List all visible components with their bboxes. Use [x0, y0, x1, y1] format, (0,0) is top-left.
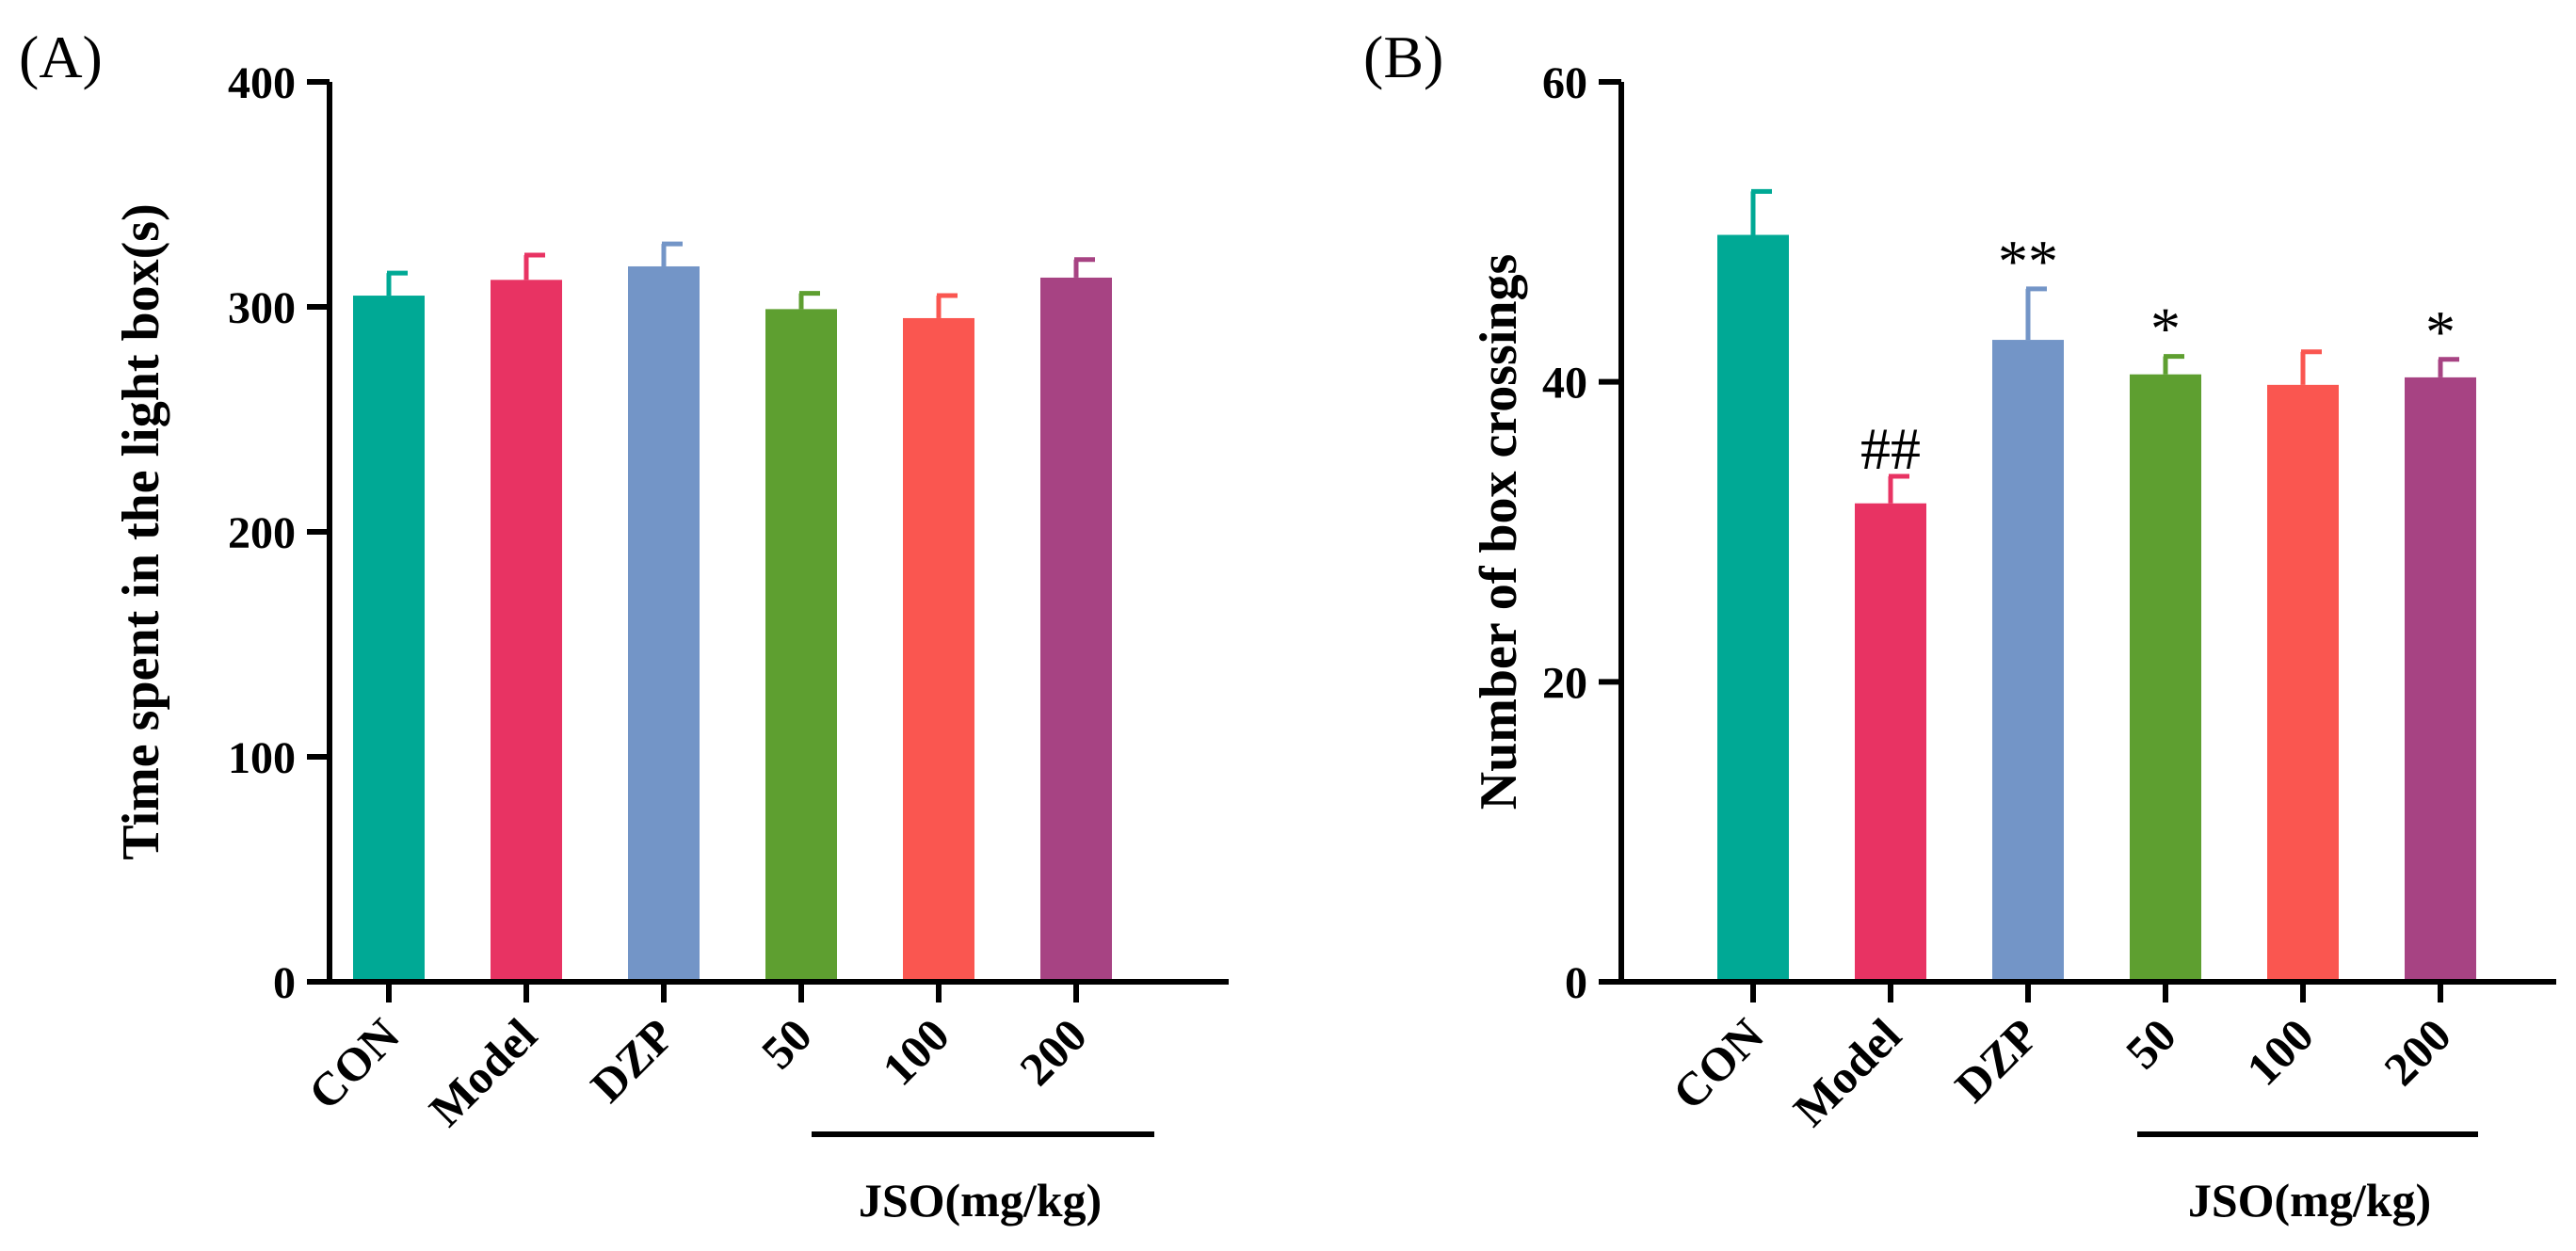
group-label: JSO(mg/kg)	[2188, 1174, 2431, 1227]
x-tick-label-0: CON	[1663, 1008, 1774, 1119]
x-tick-label-5: 200	[1009, 1008, 1097, 1096]
bar-3	[2130, 374, 2201, 982]
x-tick-label-2: DZP	[1944, 1008, 2048, 1112]
x-tick-label-1: Model	[1783, 1008, 1911, 1136]
panel-b-chart: (B)Number of box crossingsCON##Model**DZ…	[1363, 24, 2556, 1227]
y-axis-label: Time spent in the light box(s)	[112, 203, 170, 859]
significance-label-3: *	[2150, 296, 2181, 362]
bar-4	[2267, 384, 2339, 982]
x-tick-label-3: 50	[751, 1008, 822, 1079]
panel-a-chart: (A) Time spent in the light box(s) CON Mode…	[19, 24, 1229, 1227]
x-tick-label-5: 200	[2374, 1008, 2461, 1096]
y-tick-label-1: 100	[228, 733, 296, 783]
y-tick-label-1: 20	[1542, 658, 1587, 708]
significance-label-2: **	[1998, 228, 2058, 295]
y-tick-label-0: 0	[273, 958, 296, 1008]
y-axis-label: Number of box crossings	[1470, 254, 1528, 810]
y-tick-label-4: 400	[228, 58, 296, 108]
bar-1	[491, 280, 562, 982]
x-tick-label-3: 50	[2116, 1008, 2186, 1079]
bar-4	[903, 317, 974, 982]
panel-label: (B)	[1363, 24, 1443, 90]
bar-0	[1717, 234, 1789, 982]
bar-2	[628, 265, 700, 983]
y-tick-label-0: 0	[1565, 958, 1587, 1008]
significance-label-1: ##	[1860, 415, 1921, 482]
bar-5	[1040, 277, 1112, 982]
x-tick-label-0: CON	[298, 1008, 410, 1119]
x-tick-label-4: 100	[872, 1008, 959, 1096]
y-tick-label-2: 200	[228, 508, 296, 558]
bar-1	[1855, 503, 1926, 982]
bar-2	[1992, 340, 2064, 982]
x-tick-label-2: DZP	[580, 1008, 684, 1112]
bar-5	[2405, 377, 2476, 982]
panel-label: (A)	[19, 24, 103, 90]
bar-3	[765, 309, 837, 982]
x-tick-label-4: 100	[2236, 1008, 2324, 1096]
x-tick-label-1: Model	[419, 1008, 547, 1136]
bar-0	[353, 296, 425, 982]
y-tick-label-2: 40	[1542, 359, 1587, 409]
significance-label-5: *	[2425, 298, 2455, 365]
y-tick-label-3: 300	[228, 283, 296, 333]
y-tick-label-3: 60	[1542, 58, 1587, 108]
group-label: JSO(mg/kg)	[859, 1174, 1102, 1227]
